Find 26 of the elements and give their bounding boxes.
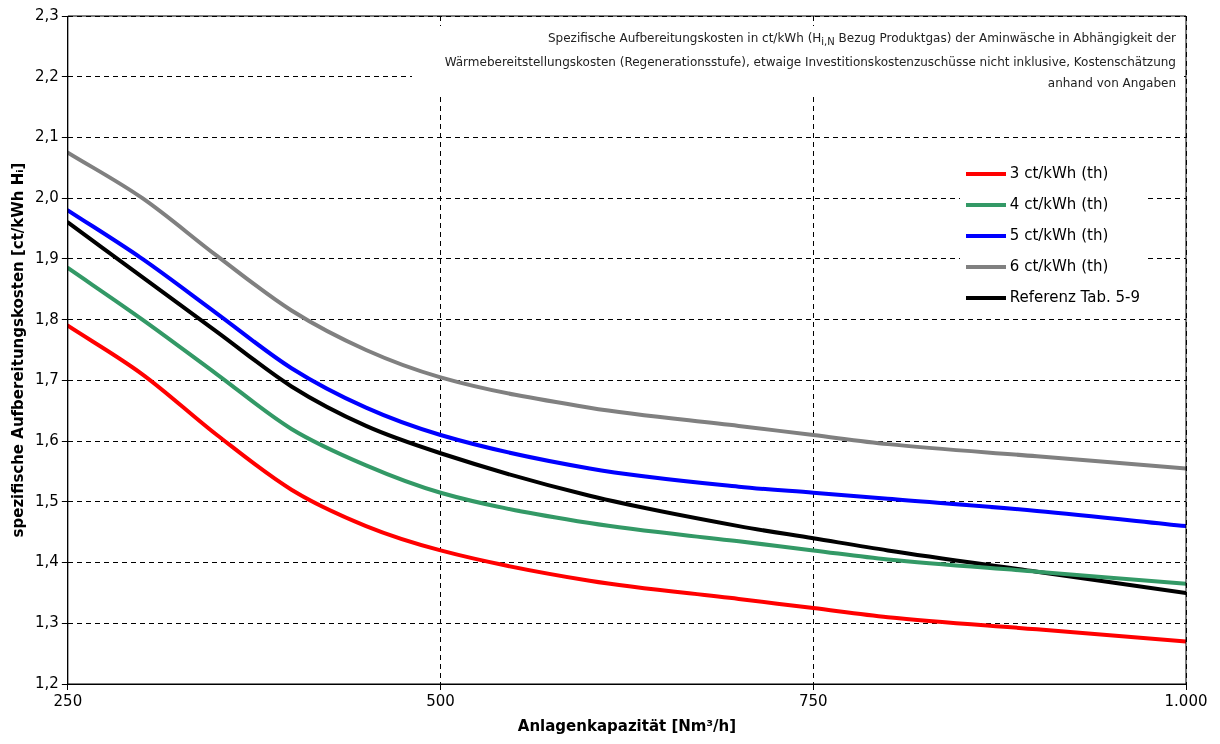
y-tick-label: 1,4 xyxy=(35,552,59,571)
y-axis-title: spezifische Aufbereitungskosten [ct/kWh Hᵢ] xyxy=(8,162,27,538)
legend-label: 5 ct/kWh (th) xyxy=(1009,225,1109,246)
legend-label: Referenz Tab. 5-9 xyxy=(1009,287,1140,308)
x-tick-label: 250 xyxy=(53,691,83,710)
y-tick-label: 1,9 xyxy=(35,248,59,267)
x-tick-label: 750 xyxy=(798,691,828,710)
y-tick-label: 2,3 xyxy=(35,5,59,24)
x-axis-title: Anlagenkapazität [Nm³/h] xyxy=(517,716,737,735)
legend-label: 4 ct/kWh (th) xyxy=(1009,194,1109,215)
y-tick-label: 2,2 xyxy=(35,66,59,85)
y-tick-label: 1,6 xyxy=(35,430,59,449)
annotation: Spezifische Aufbereitungskosten in ct/kWh (H$_{i,N}$ Bezug Produktgas) der Aminwäsche in Abhängigkeit der Wärmebereitstellungskosten (Regenerationsstufe), etwaige Investitionskostenzuschüsse nicht inklusive, Kostenschätzung anhand von Angaben xyxy=(412,26,1180,97)
line-series xyxy=(67,323,1186,644)
y-tick-label: 1,5 xyxy=(35,491,59,510)
y-tick-label: 2,0 xyxy=(35,188,59,207)
y-tick-label: 1,7 xyxy=(35,370,59,389)
legend-label: 6 ct/kWh (th) xyxy=(1009,256,1109,277)
y-tick-label: 1,3 xyxy=(35,613,59,632)
y-tick-label: 1,8 xyxy=(35,309,59,328)
line-series xyxy=(67,150,1186,471)
y-tick-label: 2,1 xyxy=(35,127,59,146)
y-tick-label: 1,2 xyxy=(35,673,59,692)
x-tick-label: 500 xyxy=(426,691,455,710)
legend-label: 3 ct/kWh (th) xyxy=(1009,163,1109,184)
x-tick-label: 1.000 xyxy=(1164,691,1208,710)
